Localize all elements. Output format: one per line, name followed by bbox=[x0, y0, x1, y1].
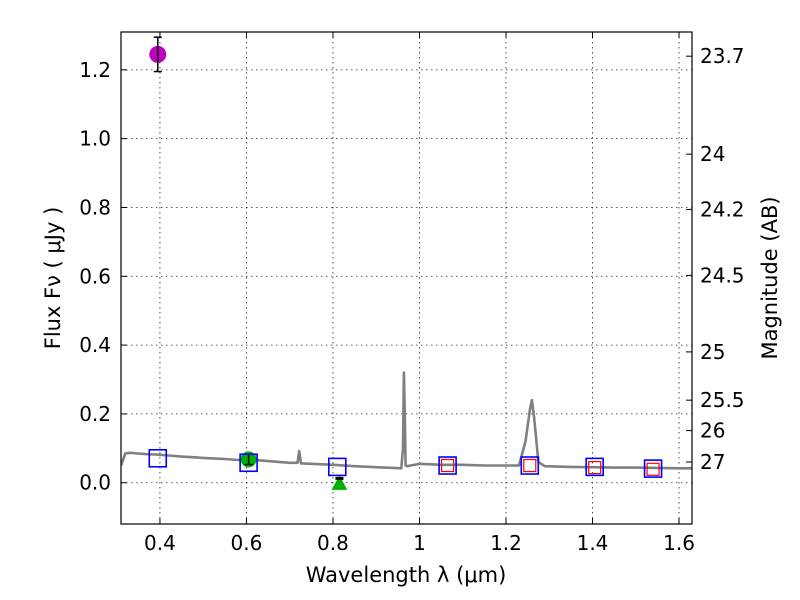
x-tick-label: 0.8 bbox=[317, 531, 349, 555]
model-photometry-square bbox=[239, 453, 258, 473]
model-sed-line bbox=[121, 371, 692, 470]
mag-tick-label: 25.5 bbox=[700, 388, 745, 412]
mag-tick-label: 24.5 bbox=[700, 263, 745, 287]
y-tick-label: 1.0 bbox=[79, 127, 111, 151]
y2-axis-label: Magnitude (AB) bbox=[758, 196, 782, 359]
model-photometry-square bbox=[438, 456, 457, 475]
grid bbox=[121, 32, 692, 524]
x-tick-label: 1.4 bbox=[577, 531, 609, 555]
plot-frame bbox=[120, 31, 693, 525]
mag-tick-label: 24.2 bbox=[700, 197, 745, 221]
x-tick-label: 1.6 bbox=[663, 531, 695, 555]
model-photometry-square bbox=[148, 448, 168, 468]
model-photometry-square bbox=[643, 459, 663, 478]
y-tick-label: 0.0 bbox=[79, 471, 111, 495]
y-tick-label: 0.6 bbox=[79, 264, 111, 288]
y-tick-label: 1.2 bbox=[79, 58, 111, 82]
plot-area bbox=[121, 36, 692, 490]
mag-tick-label: 27 bbox=[700, 450, 725, 474]
axis-ticks: 0.4 0.6 0.8 1 1.2 1.4 1.6 0.0 0.2 0.4 0.6 0.8 1.0 1.2… bbox=[79, 32, 745, 555]
nir-point-square bbox=[440, 458, 455, 473]
model-photometry-square bbox=[585, 457, 604, 477]
y-tick-label: 0.8 bbox=[79, 195, 111, 219]
mag-tick-label: 26 bbox=[700, 419, 725, 443]
x-tick-label: 1.2 bbox=[490, 531, 522, 555]
x-tick-label: 0.6 bbox=[231, 531, 263, 555]
x-axis-label: Wavelength λ (μm) bbox=[306, 563, 507, 587]
y-tick-label: 0.2 bbox=[79, 402, 111, 426]
mag-tick-label: 23.7 bbox=[700, 44, 745, 68]
nir-point-square bbox=[523, 458, 537, 473]
y-axis-label: Flux Fν ( μJy ) bbox=[41, 207, 65, 350]
model-photometry-square bbox=[520, 456, 540, 475]
nir-point-square bbox=[646, 462, 660, 476]
x-tick-label: 1 bbox=[413, 531, 426, 555]
x-tick-label: 0.4 bbox=[144, 531, 176, 555]
model-photometry-square bbox=[327, 457, 347, 477]
upper-limit-triangle bbox=[331, 475, 348, 490]
nir-point-square bbox=[588, 460, 602, 475]
y-tick-label: 0.4 bbox=[79, 333, 111, 357]
mag-tick-label: 25 bbox=[700, 340, 725, 364]
mag-tick-label: 24 bbox=[700, 142, 725, 166]
